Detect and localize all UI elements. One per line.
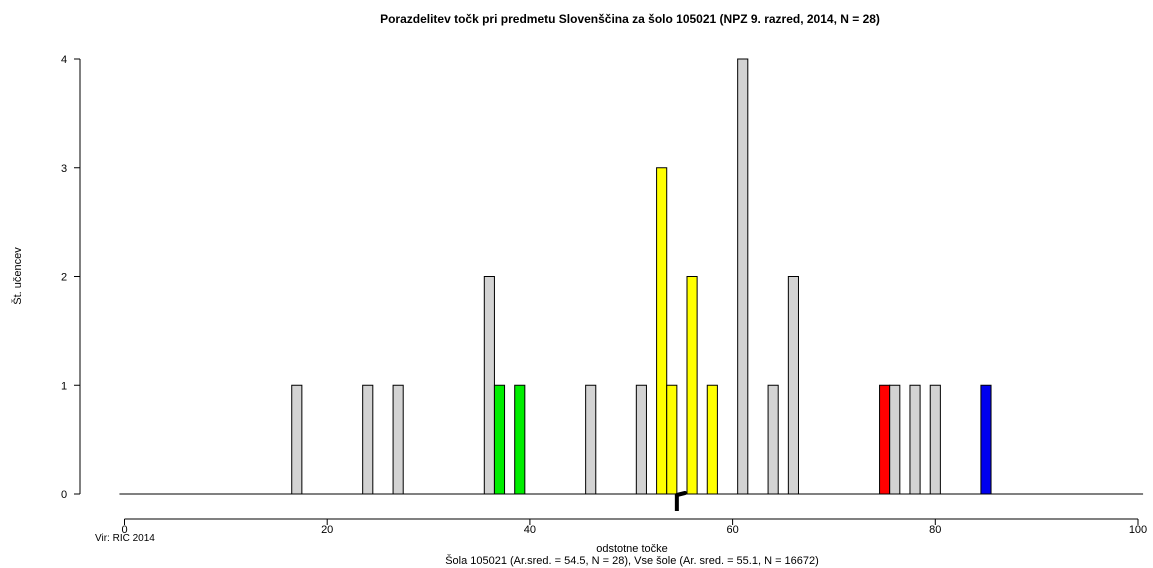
bar bbox=[787, 276, 799, 495]
y-tick-label: 4 bbox=[61, 54, 67, 66]
bar bbox=[362, 384, 374, 495]
y-axis-label: Št. učencev bbox=[11, 247, 24, 305]
x-tick-label: 0 bbox=[121, 524, 127, 536]
source-note: Vir: RIC 2014 bbox=[95, 533, 155, 544]
bar bbox=[980, 384, 992, 495]
bar bbox=[767, 384, 779, 495]
x-tick-label: 40 bbox=[524, 524, 536, 536]
y-tick-label: 1 bbox=[61, 380, 67, 392]
x-tick-label: 20 bbox=[321, 524, 333, 536]
bar bbox=[909, 384, 921, 495]
bar bbox=[493, 384, 506, 495]
chart-title: Porazdelitev točk pri predmetu Slovenšči… bbox=[380, 12, 880, 26]
bar bbox=[929, 384, 941, 495]
mean-markers bbox=[674, 491, 687, 511]
chart-subtitle: Šola 105021 (Ar.sred. = 54.5, N = 28), V… bbox=[445, 554, 819, 567]
bar bbox=[879, 384, 891, 495]
x-axis: 0 20 40 60 80 100 bbox=[121, 518, 1147, 536]
y-tick-label: 0 bbox=[61, 489, 67, 501]
bar bbox=[291, 384, 303, 495]
bar bbox=[635, 384, 647, 495]
bar bbox=[514, 384, 526, 495]
x-tick-label: 60 bbox=[726, 524, 738, 536]
x-tick-label: 100 bbox=[1129, 524, 1147, 536]
bar bbox=[585, 384, 597, 495]
bar bbox=[686, 276, 698, 495]
x-axis-label: odstotne točke bbox=[596, 543, 668, 555]
all-schools-mean-marker bbox=[674, 491, 687, 497]
bar bbox=[737, 58, 749, 495]
bar bbox=[889, 384, 901, 495]
y-tick-label: 2 bbox=[61, 272, 67, 284]
bar bbox=[656, 167, 668, 495]
x-tick-label: 80 bbox=[929, 524, 941, 536]
bar bbox=[666, 384, 678, 495]
bars-group bbox=[119, 58, 1144, 495]
bar bbox=[392, 384, 404, 495]
y-tick-label: 3 bbox=[61, 163, 67, 175]
bar bbox=[706, 384, 718, 495]
bar bbox=[483, 276, 495, 495]
y-axis: 0 1 2 3 4 bbox=[61, 54, 81, 501]
